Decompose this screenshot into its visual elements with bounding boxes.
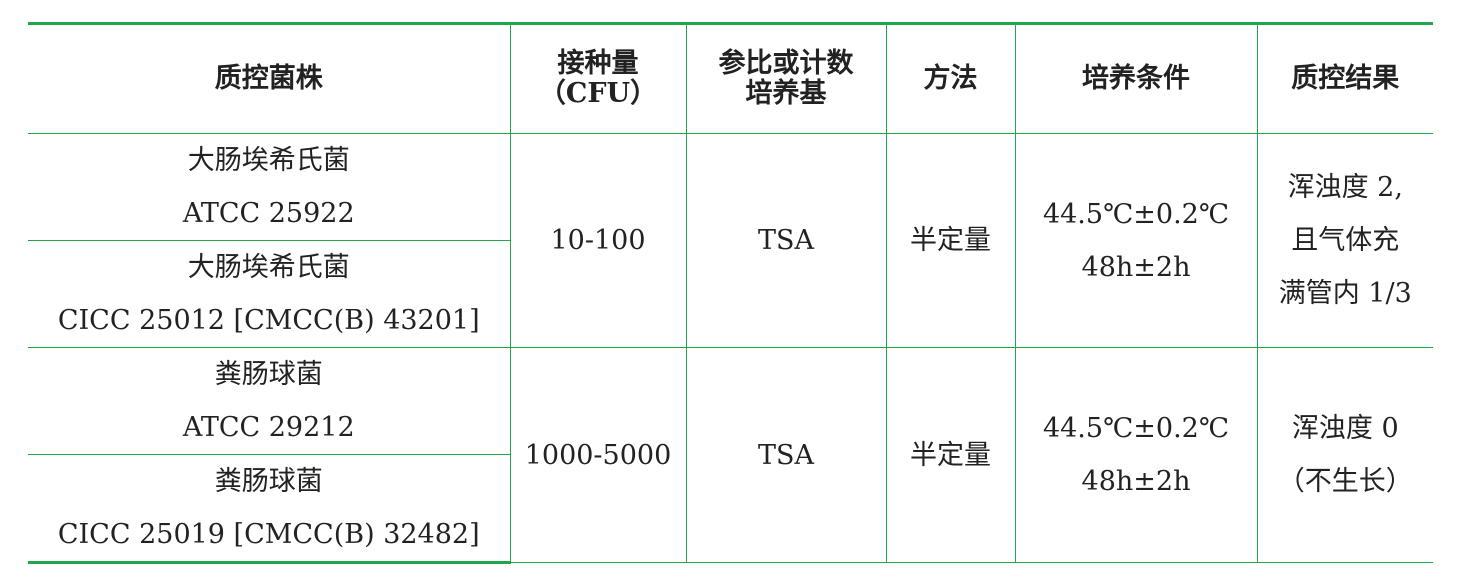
strain-cell: 大肠埃希氏菌 CICC 25012 [CMCC(B) 43201] <box>28 240 510 348</box>
cell-line: ATCC 25922 <box>182 198 355 229</box>
cell-line: 48h±2h <box>1081 466 1191 497</box>
result-cell: 浑浊度 0 （不生长） <box>1256 347 1433 563</box>
cell-line: 参比或计数 <box>718 48 854 79</box>
cell-line: TSA <box>757 439 814 471</box>
data-row: 粪肠球菌 ATCC 29212 1000-5000 TSA 半定量 44.5℃±0.2℃ 4… <box>28 347 1433 563</box>
strain-cell: 粪肠球菌 ATCC 29212 <box>28 347 511 455</box>
header-cell: 接种量 （CFU） <box>509 22 687 134</box>
cell-line: （CFU） <box>538 78 658 109</box>
cell-line: 且气体充 <box>1291 225 1400 256</box>
cell-line: 44.5℃±0.2℃ <box>1042 198 1230 230</box>
cell-line: 44.5℃±0.2℃ <box>1042 413 1230 444</box>
cell-line: 大肠埃希氏菌 <box>187 145 350 176</box>
header-cell: 参比或计数 培养基 <box>685 22 887 134</box>
header-row: 质控菌株 接种量 （CFU） 参比或计数 培养基 方法 培养条件 质控结果 <box>28 22 1433 134</box>
cell-line: 半定量 <box>910 225 991 256</box>
header-cell: 培养条件 <box>1014 22 1258 134</box>
qc-table: 质控菌株 接种量 （CFU） 参比或计数 培养基 方法 培养条件 质控结果 大肠埃希氏菌 ATCC… <box>28 22 1433 564</box>
header-cell: 质控菌株 <box>28 22 511 134</box>
cell-line: TSA <box>757 225 814 256</box>
cell-line: CICC 25012 [CMCC(B) 43201] <box>57 305 480 336</box>
cell-line: 接种量 <box>557 48 639 79</box>
result-cell: 浑浊度 2, 且气体充满管内 1/3 <box>1256 133 1433 348</box>
method-cell: 半定量 <box>885 347 1016 563</box>
cell-line: 48h±2h <box>1081 251 1191 283</box>
data-row: 大肠埃希氏菌 CICC 25012 [CMCC(B) 43201] <box>28 240 1433 348</box>
header-cell: 方法 <box>885 22 1016 134</box>
cell-line: 半定量 <box>910 439 991 471</box>
cell-line: 浑浊度 0 <box>1291 413 1399 444</box>
cell-line: 质控结果 <box>1291 63 1400 94</box>
cell-line: 方法 <box>923 63 978 94</box>
inoculum-cell: 10-100 <box>509 133 687 348</box>
header-cell: 质控结果 <box>1256 22 1433 134</box>
cell-line: 浑浊度 2, <box>1287 172 1403 203</box>
cell-line: 满管内 1/3 <box>1278 278 1412 309</box>
cell-line: 大肠埃希氏菌 <box>187 252 350 283</box>
medium-cell: TSA <box>685 133 887 348</box>
strain-cell: 粪肠球菌 CICC 25019 [CMCC(B) 32482] <box>28 454 510 564</box>
cell-line: 质控菌株 <box>214 63 323 94</box>
method-cell: 半定量 <box>885 133 1016 348</box>
conditions-cell: 44.5℃±0.2℃ 48h±2h <box>1014 347 1258 563</box>
cell-line: 10-100 <box>550 225 646 256</box>
cell-line: 粪肠球菌 <box>214 359 323 390</box>
cell-line: CICC 25019 [CMCC(B) 32482] <box>57 519 480 550</box>
cell-line: ATCC 29212 <box>182 412 355 443</box>
cell-line: （不生长） <box>1277 466 1413 497</box>
cell-line: 粪肠球菌 <box>214 466 323 497</box>
cell-line: 培养基 <box>745 78 827 109</box>
medium-cell: TSA <box>685 347 887 563</box>
strain-cell: 大肠埃希氏菌 ATCC 25922 <box>28 133 511 241</box>
inoculum-cell: 1000-5000 <box>509 347 687 563</box>
data-row: 粪肠球菌 CICC 25019 [CMCC(B) 32482] <box>28 454 1433 564</box>
cell-line: 1000-5000 <box>524 439 672 471</box>
cell-line: 培养条件 <box>1082 63 1190 94</box>
conditions-cell: 44.5℃±0.2℃ 48h±2h <box>1014 133 1258 348</box>
data-row: 大肠埃希氏菌 ATCC 25922 10-100 TSA 半定量 44.5℃±0.2℃ 48… <box>28 133 1433 348</box>
